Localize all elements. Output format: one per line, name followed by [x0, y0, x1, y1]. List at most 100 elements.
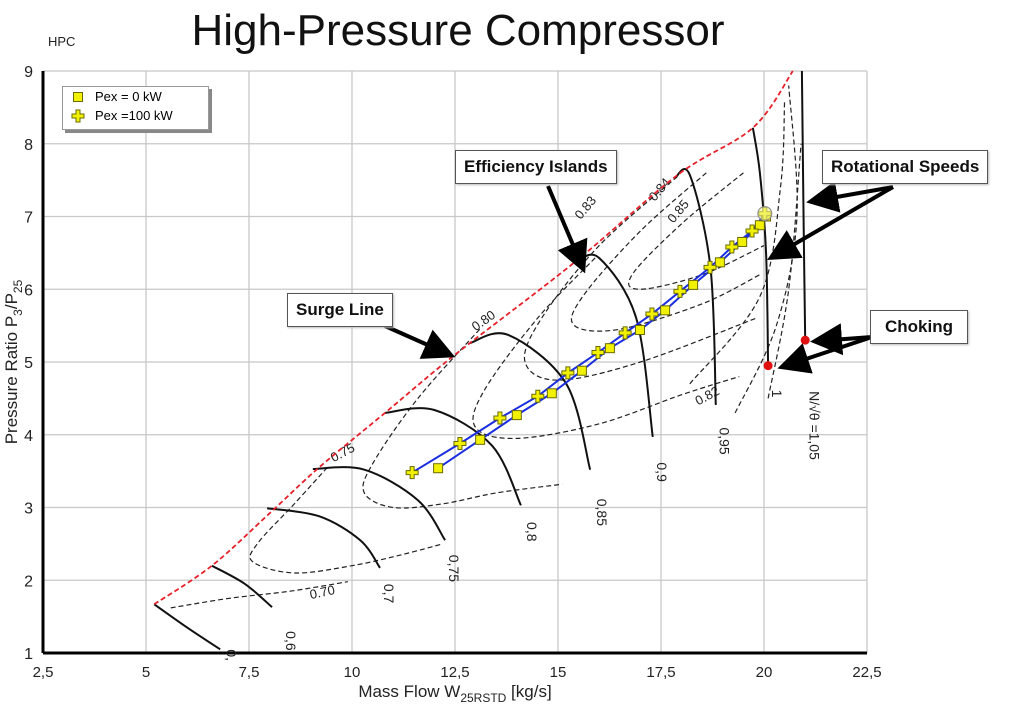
grid — [41, 70, 868, 655]
speed-label: N/√θ =1,05 — [806, 391, 822, 460]
speed-lines: 0, 0,6 0,7 0,75 0,8 0,85 0,9 0,95 1 N/√θ =1,05 — [153, 70, 822, 661]
chart-tag: HPC — [48, 34, 76, 49]
speed-line — [312, 466, 446, 541]
legend-item-pex-0: Pex = 0 kW — [63, 87, 208, 106]
cross-marker — [531, 389, 545, 403]
choking-arrow-2 — [777, 335, 873, 374]
speed-label: 0, — [223, 649, 239, 661]
cross-marker — [745, 224, 759, 238]
legend-label: Pex =100 kW — [95, 108, 173, 123]
efficiency-contour — [472, 257, 740, 440]
x-tick-label: 7,5 — [239, 664, 260, 681]
x-tick-label: 2,5 — [33, 664, 54, 681]
speed-line — [211, 564, 273, 608]
choke-point — [800, 335, 810, 345]
axis-ticks: 2,5 5 7,5 10 12,5 15 17,5 20 22,5 1 2 3 4 5 6 7 8 9 — [24, 64, 882, 681]
choke-point — [763, 361, 773, 371]
surge-line-arrow — [384, 324, 456, 359]
speed-line — [674, 168, 717, 405]
y-tick-label: 2 — [24, 573, 33, 590]
efficiency-label: 0.82 — [692, 383, 721, 408]
square-marker — [714, 257, 725, 268]
efficiency-contour — [362, 328, 563, 509]
square-marker — [475, 434, 486, 445]
cross-marker — [493, 411, 507, 425]
surge-line — [153, 70, 794, 606]
legend-item-pex-100: Pex =100 kW — [63, 106, 208, 125]
speed-label: 0,6 — [283, 631, 299, 651]
speed-label: 0,7 — [381, 584, 397, 604]
rotational-speeds-arrow-2 — [767, 185, 895, 261]
efficiency-label: 0.85 — [664, 197, 692, 226]
surge-line-callout: Surge Line — [287, 293, 393, 327]
y-tick-label: 8 — [24, 137, 33, 154]
y-tick-label: 1 — [24, 646, 33, 663]
speed-label: 1 — [769, 390, 785, 398]
y-tick-label: 3 — [24, 501, 33, 518]
speed-label: 0,95 — [717, 427, 733, 454]
choking-callout: Choking — [870, 310, 968, 344]
cross-marker — [725, 240, 739, 254]
square-marker — [688, 279, 699, 290]
efficiency-contour — [249, 467, 443, 574]
y-tick-label: 4 — [24, 428, 33, 445]
speed-label: 0,75 — [446, 555, 462, 582]
square-marker-icon — [69, 91, 87, 103]
efficiency-label: 0.80 — [469, 307, 498, 334]
x-tick-label: 12,5 — [440, 664, 469, 681]
x-tick-label: 5 — [142, 664, 150, 681]
speed-line — [800, 70, 807, 341]
y-tick-label: 6 — [24, 282, 33, 299]
square-marker — [604, 343, 615, 354]
series-layer — [405, 206, 810, 480]
speed-line — [266, 507, 381, 569]
square-marker — [576, 365, 587, 376]
rotational-speeds-callout: Rotational Speeds — [822, 150, 989, 184]
square-marker — [754, 220, 765, 231]
efficiency-contour — [570, 172, 761, 332]
x-tick-label: 20 — [756, 664, 773, 681]
speed-line — [469, 332, 592, 470]
speed-label: 0,85 — [594, 499, 610, 526]
speed-line — [751, 127, 770, 368]
legend-label: Pex = 0 kW — [95, 89, 162, 104]
x-tick-label: 10 — [344, 664, 361, 681]
y-tick-label: 9 — [24, 64, 33, 81]
square-marker — [660, 305, 671, 316]
speed-line — [153, 603, 221, 651]
x-tick-label: 15 — [550, 664, 567, 681]
efficiency-contour — [767, 143, 802, 399]
efficiency-islands-arrow — [546, 185, 588, 274]
cross-marker — [645, 307, 659, 321]
speed-label: 0,9 — [654, 462, 670, 482]
x-tick-label: 17,5 — [646, 664, 675, 681]
speed-line — [384, 407, 522, 506]
cross-marker — [673, 284, 687, 298]
square-marker — [433, 463, 444, 474]
speed-label: 0,8 — [524, 522, 540, 542]
cross-marker — [591, 346, 605, 360]
annotation-arrows — [384, 181, 895, 374]
legend: Pex = 0 kW Pex =100 kW — [62, 86, 209, 130]
square-marker — [737, 236, 748, 247]
operating-line — [411, 212, 766, 474]
chart-title: High-Pressure Compressor — [191, 6, 725, 55]
cross-marker-icon — [69, 109, 87, 123]
efficiency-label: 0.70 — [308, 582, 336, 602]
choking-arrow-1 — [810, 323, 873, 356]
square-marker — [511, 410, 522, 421]
cross-marker — [453, 436, 467, 450]
square-marker — [546, 388, 557, 399]
x-tick-label: 22,5 — [852, 664, 881, 681]
efficiency-label: 0.75 — [328, 440, 357, 465]
cross-marker — [405, 466, 419, 480]
surge-line-path — [153, 70, 794, 606]
efficiency-label: 0.83 — [571, 193, 599, 222]
square-marker — [634, 324, 645, 335]
x-axis-label: Mass Flow W25RSTD [kg/s] — [358, 682, 551, 705]
y-axis-label: Pressure Ratio P3/P25 — [2, 279, 25, 444]
design-point-marker — [757, 206, 773, 222]
cross-marker — [561, 366, 575, 380]
speed-line — [575, 253, 654, 438]
rotational-speeds-arrow-1 — [806, 181, 894, 213]
